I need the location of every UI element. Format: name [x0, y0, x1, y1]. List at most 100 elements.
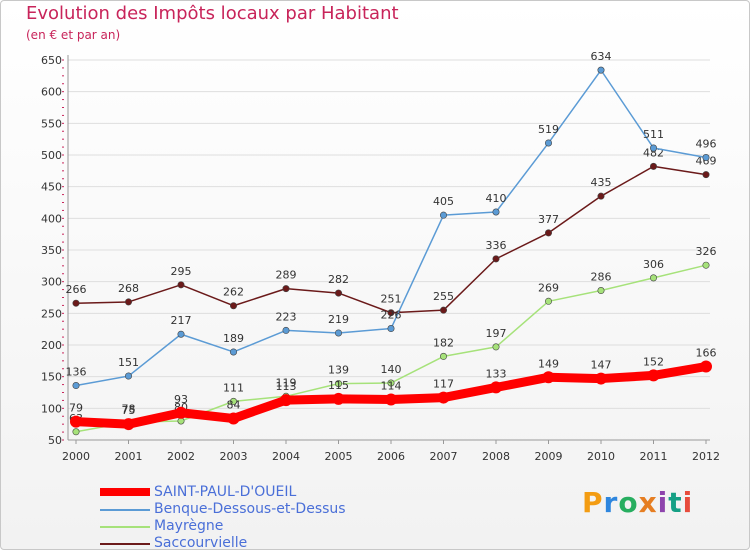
data-label: 435: [591, 176, 612, 189]
data-label: 113: [276, 380, 297, 393]
data-point: [385, 393, 397, 406]
data-point: [72, 382, 80, 390]
data-label: 377: [538, 213, 559, 226]
data-point: [702, 261, 710, 269]
series-line: [75, 165, 707, 314]
legend: SAINT-PAUL-D'OUEIL Benque-Dessous-et-Des…: [100, 484, 400, 552]
data-point: [282, 285, 290, 293]
data-label: 139: [328, 364, 349, 377]
data-label: 111: [223, 381, 244, 394]
y-tick-label: 150: [41, 371, 62, 384]
data-point: [175, 406, 187, 419]
data-label: 140: [381, 363, 402, 376]
data-label: 219: [328, 313, 349, 326]
series-line: [75, 264, 707, 433]
data-label: 79: [69, 402, 83, 415]
data-point: [387, 309, 395, 317]
legend-swatch: [100, 488, 150, 496]
data-point: [492, 343, 500, 351]
data-label: 410: [486, 192, 507, 205]
data-label: 251: [381, 293, 402, 306]
data-point: [649, 144, 657, 152]
data-point: [649, 274, 657, 282]
data-point: [702, 154, 710, 162]
data-point: [595, 372, 607, 385]
data-point: [72, 428, 80, 436]
data-label: 75: [122, 404, 136, 417]
x-tick-label: 2011: [640, 450, 668, 463]
data-label: 295: [171, 265, 192, 278]
data-point: [125, 298, 133, 306]
data-point: [490, 381, 502, 394]
data-point: [334, 329, 342, 337]
y-tick-label: 650: [41, 54, 62, 67]
data-label: 269: [538, 281, 559, 294]
data-label: 336: [486, 239, 507, 252]
data-label: 182: [433, 336, 454, 349]
y-tick-label: 300: [41, 276, 62, 289]
legend-item: SAINT-PAUL-D'OUEIL: [100, 484, 400, 501]
data-point: [177, 281, 185, 289]
chart-title: Evolution des Impôts locaux par Habitant: [26, 3, 399, 24]
legend-swatch: [100, 526, 150, 528]
data-label: 147: [591, 359, 612, 372]
y-tick-label: 400: [41, 212, 62, 225]
data-point: [122, 418, 135, 431]
y-tick-label: 600: [41, 86, 62, 99]
data-label: 306: [643, 258, 664, 271]
legend-swatch: [100, 543, 150, 545]
data-point: [542, 371, 555, 384]
data-point: [334, 289, 342, 297]
data-point: [177, 330, 185, 338]
y-tick-label: 450: [41, 181, 62, 194]
x-tick-label: 2008: [482, 450, 510, 463]
data-label: 114: [381, 379, 402, 392]
x-tick-label: 2010: [587, 450, 615, 463]
x-tick-label: 2000: [62, 450, 90, 463]
data-point: [647, 369, 660, 382]
data-label: 268: [118, 282, 139, 295]
data-point: [649, 162, 657, 170]
legend-label: Mayrègne: [154, 518, 224, 534]
y-tick-label: 250: [41, 307, 62, 320]
data-point: [544, 229, 552, 237]
legend-label: Saccourvielle: [154, 535, 248, 551]
data-point: [280, 394, 292, 407]
data-label: 149: [538, 357, 559, 370]
data-label: 496: [696, 138, 717, 151]
data-point: [437, 391, 450, 404]
data-label: 262: [223, 286, 244, 299]
data-point: [492, 255, 500, 263]
data-label: 226: [381, 309, 402, 322]
x-tick-label: 2006: [377, 450, 405, 463]
data-label: 405: [433, 195, 454, 208]
data-label: 519: [538, 123, 559, 136]
data-point: [439, 211, 447, 219]
data-point: [72, 299, 80, 307]
y-tick-label: 500: [41, 149, 62, 162]
data-point: [492, 208, 500, 216]
data-point: [702, 171, 710, 179]
data-point: [125, 372, 133, 380]
data-label: 84: [227, 398, 241, 411]
data-label: 511: [643, 128, 664, 141]
data-point: [227, 412, 240, 425]
data-label: 286: [591, 271, 612, 284]
data-point: [230, 397, 238, 405]
data-label: 217: [171, 314, 192, 327]
data-point: [544, 139, 552, 147]
data-point: [230, 302, 238, 310]
proxiti-logo: Proxiti: [582, 486, 694, 519]
data-label: 117: [433, 378, 454, 391]
data-point: [334, 380, 342, 388]
legend-item: Saccourvielle: [100, 535, 400, 552]
data-point: [387, 379, 395, 387]
data-point: [332, 392, 345, 405]
data-point: [597, 192, 605, 200]
data-point: [544, 297, 552, 305]
data-point: [597, 287, 605, 295]
data-point: [230, 348, 238, 356]
data-point: [700, 360, 712, 373]
data-point: [439, 352, 447, 360]
data-point: [282, 326, 290, 334]
